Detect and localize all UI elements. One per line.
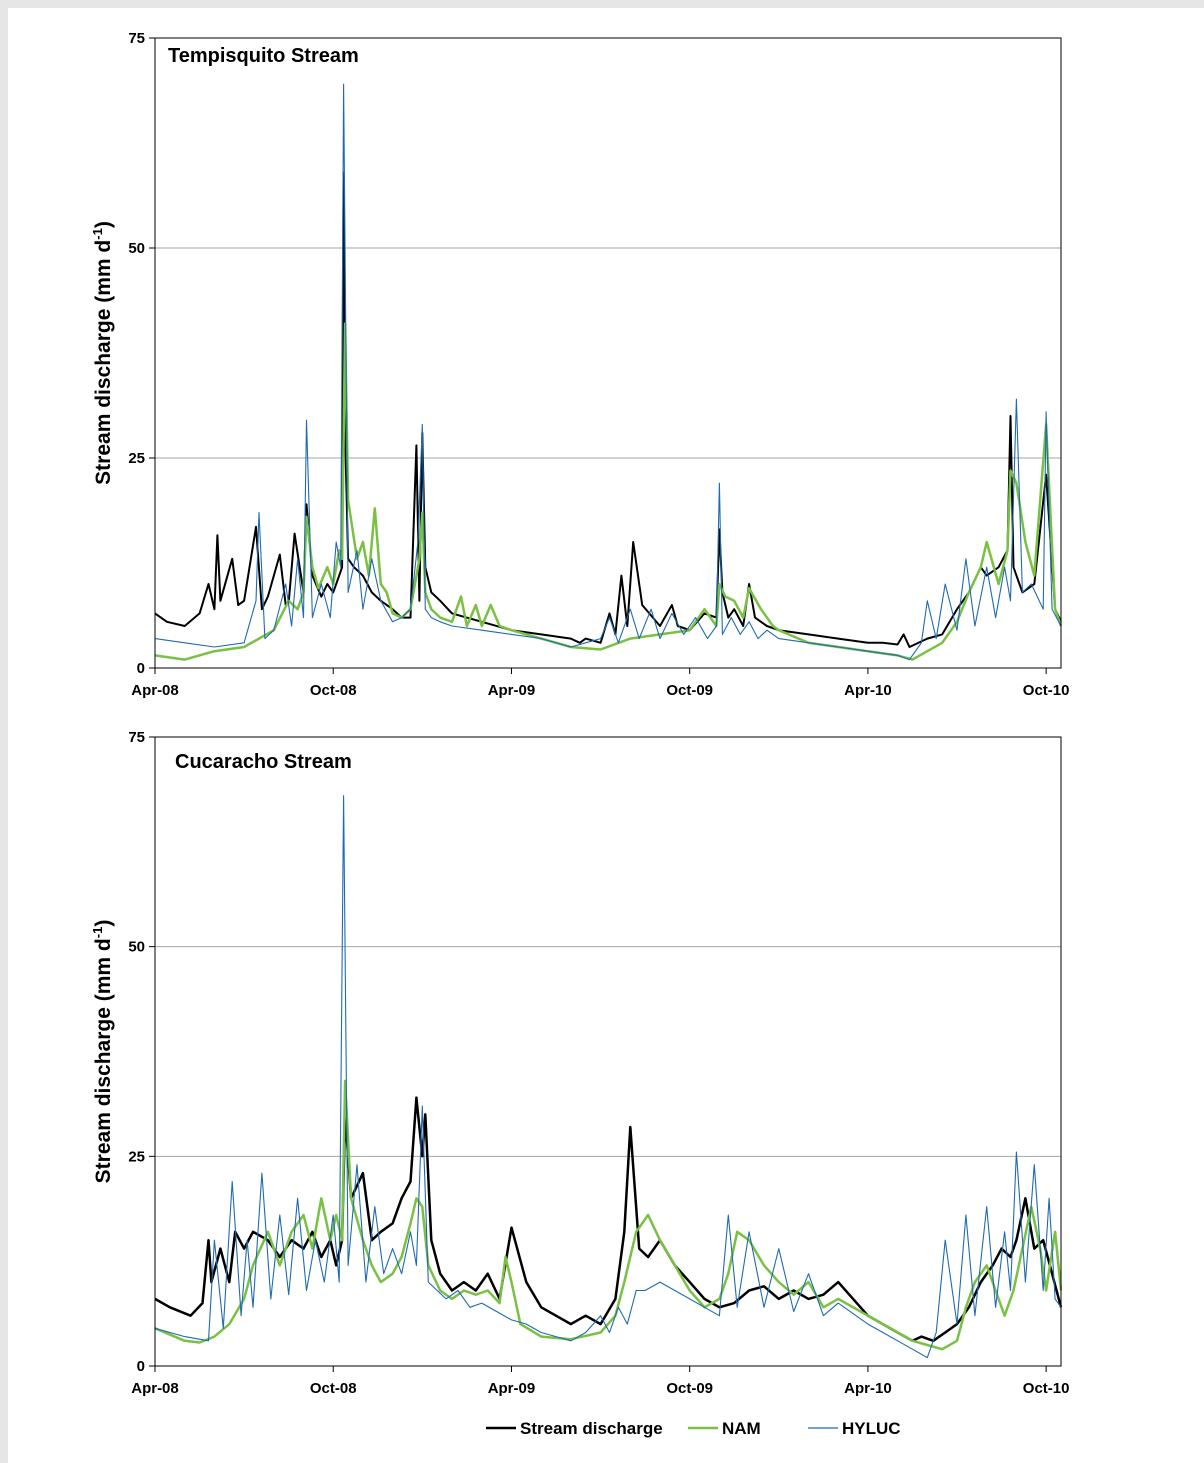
x-tick-label: Apr-09 (488, 1380, 536, 1397)
series-line-stream-discharge (154, 1096, 1063, 1343)
x-tick-label: Oct-10 (1023, 682, 1070, 699)
y-tick-label: 25 (128, 450, 145, 467)
x-tick-label: Oct-09 (666, 1380, 713, 1397)
x-tick-label: Apr-10 (844, 1380, 892, 1397)
y-axis-label: Stream discharge (mm d-1) (90, 221, 115, 485)
y-tick-label: 0 (137, 660, 145, 677)
panel-title: Tempisquito Stream (168, 45, 359, 67)
y-axis-label: Stream discharge (mm d-1) (90, 920, 115, 1184)
y-tick-label: 0 (137, 1358, 145, 1375)
y-tick-label: 25 (128, 1148, 145, 1165)
x-tick-label: Oct-10 (1023, 1380, 1070, 1397)
x-tick-label: Apr-08 (131, 682, 179, 699)
x-tick-label: Apr-10 (844, 682, 892, 699)
plot-frame (154, 37, 1062, 669)
x-tick-label: Oct-09 (666, 682, 713, 699)
legend: Stream discharge NAM HYLUC (486, 1419, 901, 1438)
series-line-hyluc (154, 795, 1062, 1359)
figure: 0 25 50 75 Apr-08 Oct-08 Apr-09 Oct-09 Apr-10 Oct… (8, 8, 1204, 1463)
series-line-nam (154, 1079, 1063, 1351)
y-tick-label: 75 (128, 729, 145, 746)
panel-title: Cucaracho Stream (175, 751, 352, 773)
x-tick-label: Oct-08 (310, 682, 357, 699)
x-tick-label: Apr-08 (131, 1380, 179, 1397)
legend-label-stream-discharge: Stream discharge (520, 1419, 663, 1438)
plot-frame (154, 736, 1062, 1367)
series-line-hyluc (154, 83, 1062, 661)
y-tick-label: 75 (128, 30, 145, 47)
series-line-nam (154, 322, 1063, 661)
legend-label-nam: NAM (722, 1419, 761, 1438)
x-tick-label: Oct-08 (310, 1380, 357, 1397)
y-tick-label: 50 (128, 939, 145, 956)
y-tick-label: 50 (128, 240, 145, 257)
x-tick-label: Apr-09 (488, 682, 536, 699)
panel-cucaracho: 0 25 50 75 Apr-08 Oct-08 Apr-09 Oct-09 Apr-10 Oct… (90, 729, 1069, 1397)
series-line-stream-discharge (154, 171, 1062, 648)
chart-svg: 0 25 50 75 Apr-08 Oct-08 Apr-09 Oct-09 Apr-10 Oct… (90, 30, 1069, 1438)
legend-label-hyluc: HYLUC (842, 1419, 901, 1438)
panel-tempisquito: 0 25 50 75 Apr-08 Oct-08 Apr-09 Oct-09 Apr-10 Oct… (90, 30, 1069, 699)
